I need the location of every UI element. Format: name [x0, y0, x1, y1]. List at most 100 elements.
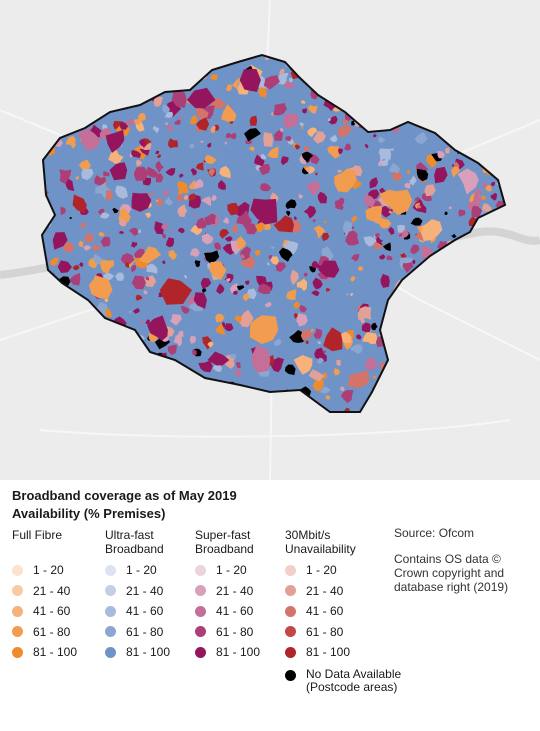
- area-patch: [193, 179, 204, 189]
- area-patch: [230, 408, 242, 412]
- area-patch: [357, 306, 372, 321]
- area-patch: [148, 61, 159, 71]
- area-patch: [406, 170, 411, 175]
- area-patch: [186, 87, 216, 109]
- area-patch: [113, 93, 122, 102]
- area-patch: [448, 136, 457, 142]
- area-patch: [260, 154, 267, 160]
- area-patch: [170, 314, 182, 326]
- area-patch: [71, 390, 76, 396]
- area-patch: [132, 308, 140, 314]
- area-patch: [102, 388, 107, 394]
- area-patch: [345, 77, 352, 87]
- area-patch: [72, 194, 87, 214]
- area-patch: [100, 212, 110, 219]
- area-patch: [137, 112, 146, 121]
- area-patch: [313, 328, 323, 339]
- area-patch: [345, 293, 349, 296]
- area-patch: [177, 204, 188, 217]
- area-patch: [165, 196, 173, 206]
- area-patch: [399, 366, 405, 372]
- area-patch: [54, 376, 70, 390]
- area-patch: [173, 334, 182, 347]
- area-patch: [84, 232, 94, 243]
- area-patch: [345, 230, 360, 246]
- area-patch: [317, 341, 321, 345]
- area-patch: [371, 322, 378, 331]
- area-patch: [98, 231, 105, 237]
- legend-item: 61 - 80: [195, 625, 253, 639]
- area-patch: [474, 62, 482, 74]
- area-patch: [171, 377, 179, 388]
- area-patch: [391, 170, 402, 181]
- area-patch: [390, 148, 394, 151]
- area-patch: [133, 74, 147, 89]
- area-patch: [425, 306, 431, 311]
- area-patch: [482, 203, 492, 213]
- legend-label: 1 - 20: [306, 563, 337, 577]
- area-patch: [307, 127, 318, 138]
- area-patch: [342, 118, 349, 126]
- area-patch: [224, 323, 234, 332]
- area-patch: [207, 341, 214, 348]
- area-patch: [75, 317, 89, 328]
- area-patch: [485, 404, 494, 412]
- area-patch: [406, 110, 417, 121]
- area-patch: [314, 347, 327, 363]
- area-patch: [490, 192, 498, 201]
- area-patch: [266, 262, 270, 266]
- area-patch: [428, 292, 438, 302]
- legend-swatch: [12, 564, 23, 576]
- area-patch: [424, 317, 437, 330]
- area-patch: [437, 150, 446, 159]
- area-patch: [188, 58, 196, 63]
- area-patch: [286, 210, 291, 217]
- area-patch: [414, 131, 428, 145]
- area-patch: [129, 227, 139, 236]
- area-patch: [105, 190, 113, 201]
- area-patch: [468, 244, 481, 257]
- credit-line: Crown copyright and: [394, 566, 505, 580]
- area-patch: [120, 345, 131, 356]
- area-patch: [457, 399, 464, 405]
- area-patch: [495, 258, 500, 263]
- area-patch: [490, 181, 495, 187]
- area-patch: [147, 315, 168, 341]
- area-patch: [183, 194, 189, 201]
- area-patch: [283, 241, 299, 256]
- legend-item: 41 - 60: [12, 604, 70, 618]
- area-patch: [121, 357, 126, 363]
- area-patch: [234, 315, 242, 324]
- area-patch: [190, 397, 200, 406]
- area-patch: [78, 240, 84, 248]
- area-patch: [400, 76, 404, 81]
- area-patch: [199, 400, 203, 404]
- area-patch: [426, 407, 437, 412]
- area-patch: [349, 90, 366, 106]
- area-patch: [183, 274, 187, 279]
- area-patch: [337, 169, 343, 173]
- area-patch: [485, 365, 494, 376]
- area-patch: [168, 249, 177, 261]
- area-patch: [78, 159, 91, 172]
- area-patch: [129, 382, 138, 391]
- area-patch: [300, 99, 306, 104]
- area-patch: [123, 367, 134, 376]
- area-patch: [373, 60, 384, 70]
- area-patch: [78, 403, 84, 410]
- area-patch: [278, 247, 293, 262]
- area-patch: [99, 385, 108, 397]
- area-patch: [378, 254, 386, 260]
- area-patch: [340, 386, 345, 392]
- area-patch: [392, 87, 403, 99]
- area-patch: [211, 194, 217, 202]
- area-patch: [357, 266, 364, 271]
- london-broadband-map: [0, 0, 540, 480]
- area-patch: [130, 88, 145, 101]
- area-patch: [208, 168, 215, 177]
- area-patch: [83, 245, 92, 251]
- area-patch: [204, 213, 216, 226]
- area-patch: [494, 171, 499, 175]
- area-patch: [195, 217, 207, 229]
- area-patch: [415, 304, 424, 317]
